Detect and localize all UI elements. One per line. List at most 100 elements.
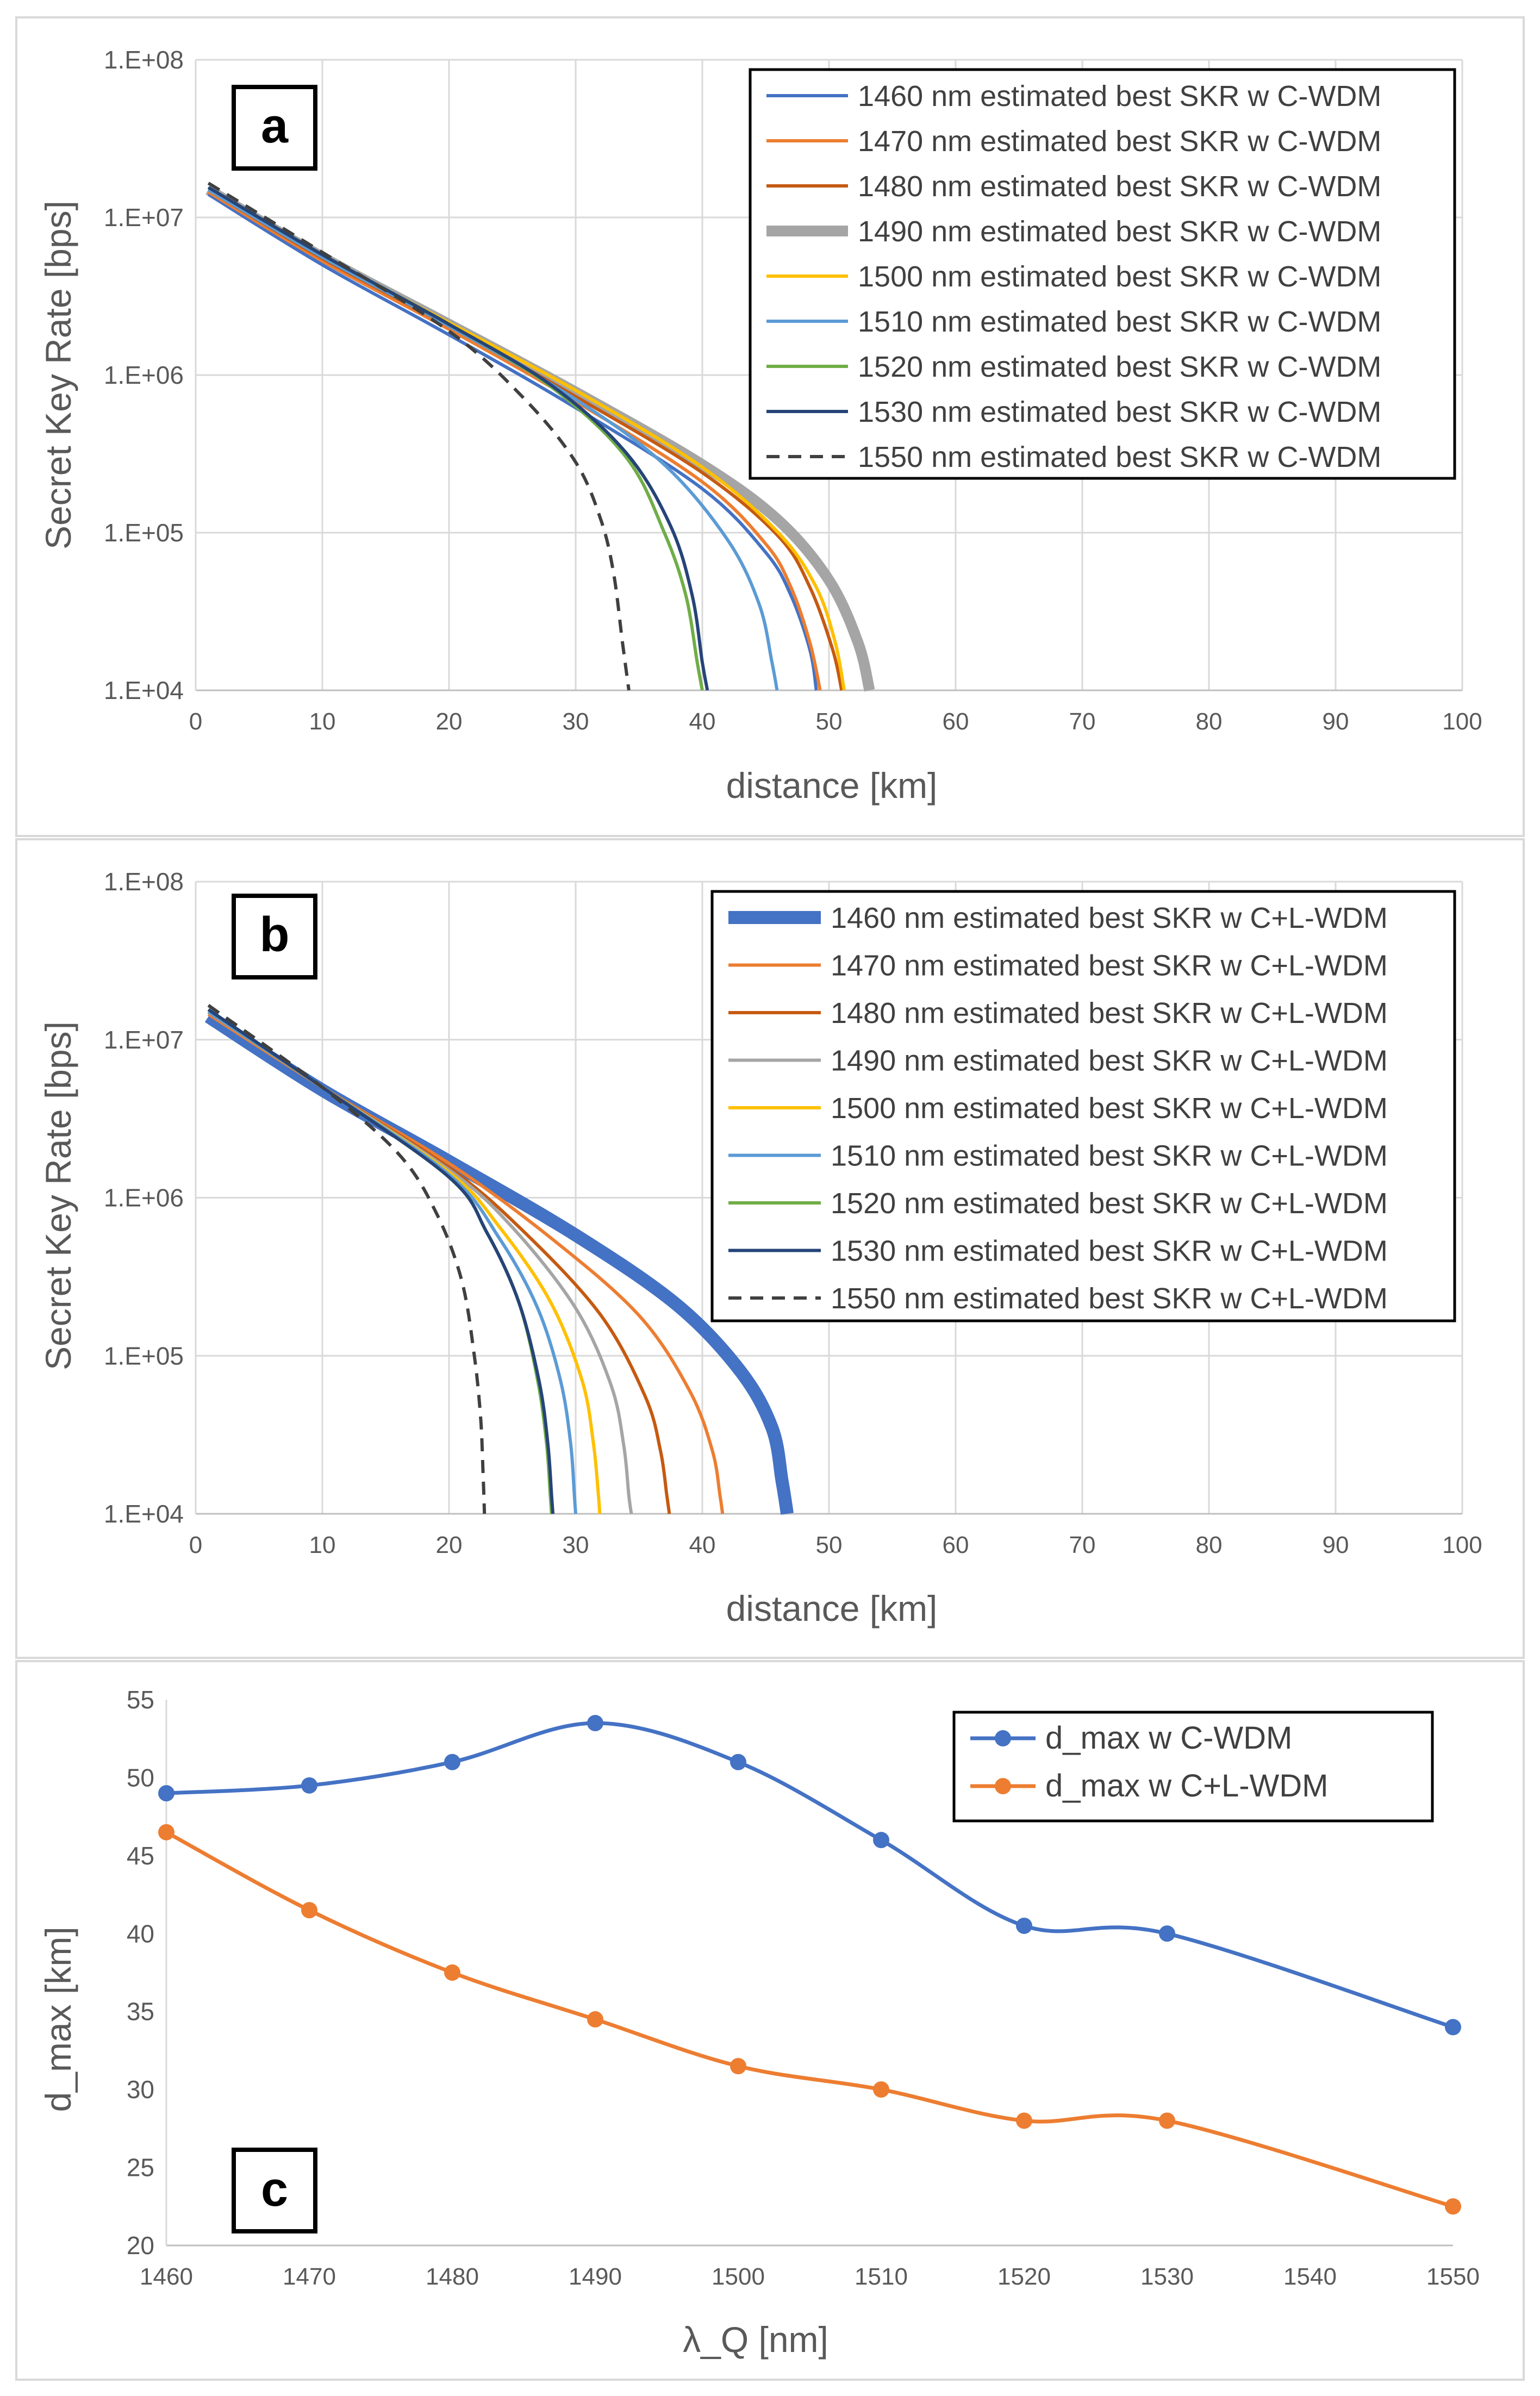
y-tick-label: 35 <box>127 1998 154 2026</box>
y-tick-label: 20 <box>127 2231 154 2260</box>
x-tick-label: 0 <box>189 1532 202 1558</box>
legend-b: 1460 nm estimated best SKR w C+L-WDM 1470… <box>710 890 1456 1322</box>
legend-label: 1480 nm estimated best SKR w C+L-WDM <box>831 997 1388 1029</box>
legend-label: 1490 nm estimated best SKR w C+L-WDM <box>831 1045 1388 1077</box>
legend-label: 1500 nm estimated best SKR w C+L-WDM <box>831 1092 1388 1125</box>
x-tick-label: 50 <box>816 1532 843 1558</box>
legend-label: 1500 nm estimated best SKR w C-WDM <box>858 260 1381 293</box>
legend-label: 1510 nm estimated best SKR w C-WDM <box>858 305 1381 338</box>
legend-label: 1530 nm estimated best SKR w C+L-WDM <box>831 1235 1388 1268</box>
y-tick-label: 45 <box>127 1842 154 1870</box>
x-tick-label: 80 <box>1196 1532 1223 1558</box>
panel-label-b: b <box>260 908 290 962</box>
x-tick-label: 10 <box>309 1532 336 1558</box>
y-tick-label: 1.E+05 <box>104 1341 184 1370</box>
legend-box <box>749 68 1456 480</box>
series-line-8 <box>207 186 709 691</box>
panel-label-c: c <box>261 2162 288 2217</box>
x-tick-label: 10 <box>309 708 336 735</box>
data-point <box>444 1754 460 1770</box>
x-tick-label: 20 <box>436 1532 463 1558</box>
panel-b-frame <box>15 838 1525 1659</box>
y-axis-title-c: d_max [km] <box>38 1926 78 2112</box>
legend-label: 1470 nm estimated best SKR w C-WDM <box>858 125 1381 158</box>
data-point <box>1445 2198 1461 2215</box>
x-tick-label: 20 <box>436 708 463 735</box>
x-tick-label: 30 <box>563 1532 589 1558</box>
legend-label: 1470 nm estimated best SKR w C+L-WDM <box>831 950 1388 982</box>
legend-marker <box>995 1730 1011 1746</box>
y-tick-label: 40 <box>127 1919 154 1948</box>
y-tick-label: 1.E+06 <box>104 1184 184 1212</box>
chart-panel-b: 0 10 20 30 40 50 60 70 80 90 100 1.E+041.E+051.E+0… <box>38 868 1482 1628</box>
x-tick-label: 40 <box>689 1532 716 1558</box>
panel-label-box-a <box>232 85 317 171</box>
series-group-b <box>204 1004 794 1515</box>
y-tick-label: 1.E+06 <box>104 361 184 389</box>
legend-box <box>952 1711 1434 1823</box>
legend-marker <box>995 1778 1011 1794</box>
x-tick-label: 50 <box>816 708 843 735</box>
legend-label: d_max w C+L-WDM <box>1045 1768 1328 1804</box>
x-axis-title-a: distance [km] <box>726 765 938 806</box>
x-tick-labels-c: 1460 1470 1480 1490 1500 1510 1520 1530 1540 1550 <box>140 2263 1480 2290</box>
panel-a-frame <box>15 16 1525 837</box>
y-tick-label: 50 <box>127 1763 154 1792</box>
legend-label: 1480 nm estimated best SKR w C-WDM <box>858 170 1381 203</box>
series-line-6 <box>207 188 779 691</box>
legend-c: d_max w C-WDM d_max w C+L-WDM <box>952 1711 1434 1823</box>
x-tick-label: 1480 <box>426 2263 479 2290</box>
x-tick-label: 100 <box>1442 1532 1482 1558</box>
x-tick-label: 60 <box>943 1532 969 1558</box>
x-tick-label: 1540 <box>1283 2263 1337 2290</box>
legend-a: 1460 nm estimated best SKR w C-WDM 1470 n… <box>749 68 1456 480</box>
legend-label: 1530 nm estimated best SKR w C-WDM <box>858 396 1381 428</box>
data-point <box>587 1715 603 1732</box>
legend-label: 1550 nm estimated best SKR w C+L-WDM <box>831 1282 1388 1315</box>
x-tick-label: 1530 <box>1140 2263 1194 2290</box>
data-point <box>730 2058 746 2075</box>
legend-label: 1510 nm estimated best SKR w C+L-WDM <box>831 1140 1388 1172</box>
series-line-1 <box>207 193 818 691</box>
legend-label: 1550 nm estimated best SKR w C-WDM <box>858 441 1381 473</box>
series-group-a <box>205 182 875 692</box>
series-line-9 <box>207 182 631 691</box>
legend-label: d_max w C-WDM <box>1045 1720 1292 1756</box>
x-tick-label: 70 <box>1069 1532 1096 1558</box>
data-point <box>873 1832 889 1849</box>
data-point <box>587 2011 603 2028</box>
data-point <box>1159 1925 1175 1942</box>
y-tick-label: 1.E+08 <box>104 868 184 896</box>
y-tick-label: 30 <box>127 2075 154 2104</box>
y-tick-label: 1.E+07 <box>104 1026 184 1054</box>
y-tick-label: 1.E+04 <box>104 676 184 704</box>
y-tick-labels-b: 1.E+04 1.E+05 1.E+06 1.E+07 1.E+08 <box>104 868 184 1528</box>
legend-label: 1460 nm estimated best SKR w C+L-WDM <box>831 902 1388 934</box>
y-tick-labels-a: 1.E+04 1.E+05 1.E+06 1.E+07 1.E+08 <box>104 46 184 704</box>
panel-label-box-b <box>232 894 317 979</box>
panel-label-box-c <box>232 2148 317 2233</box>
data-point <box>301 1902 317 1919</box>
data-point <box>730 1754 746 1770</box>
x-tick-label: 1510 <box>855 2263 908 2290</box>
x-tick-label: 1500 <box>712 2263 765 2290</box>
x-tick-label: 80 <box>1196 708 1223 735</box>
data-point <box>1159 2112 1175 2129</box>
x-tick-label: 90 <box>1323 708 1349 735</box>
panel-c-frame <box>15 1660 1525 2381</box>
x-axis-title-b: distance [km] <box>726 1588 938 1628</box>
x-axis-title-c: λ_Q [nm] <box>683 2319 828 2360</box>
y-tick-label: 1.E+08 <box>104 46 184 74</box>
y-axis-title-a: Secret Key Rate [bps] <box>38 201 78 550</box>
x-tick-label: 100 <box>1442 708 1482 735</box>
data-point <box>158 1824 174 1840</box>
chart-panel-a: 0 10 20 30 40 50 60 70 80 90 100 1.E+041.E+051.E+0… <box>38 46 1482 806</box>
x-tick-labels-b: 0 10 20 30 40 50 60 70 80 90 100 <box>189 1532 1482 1558</box>
data-point <box>301 1777 317 1794</box>
x-tick-label: 60 <box>943 708 969 735</box>
x-tick-label: 70 <box>1069 708 1096 735</box>
x-tick-labels-a: 0 10 20 30 40 50 60 70 80 90 100 <box>189 708 1482 735</box>
data-point <box>1016 1917 1032 1934</box>
x-tick-label: 1550 <box>1426 2263 1480 2290</box>
x-tick-label: 30 <box>563 708 589 735</box>
